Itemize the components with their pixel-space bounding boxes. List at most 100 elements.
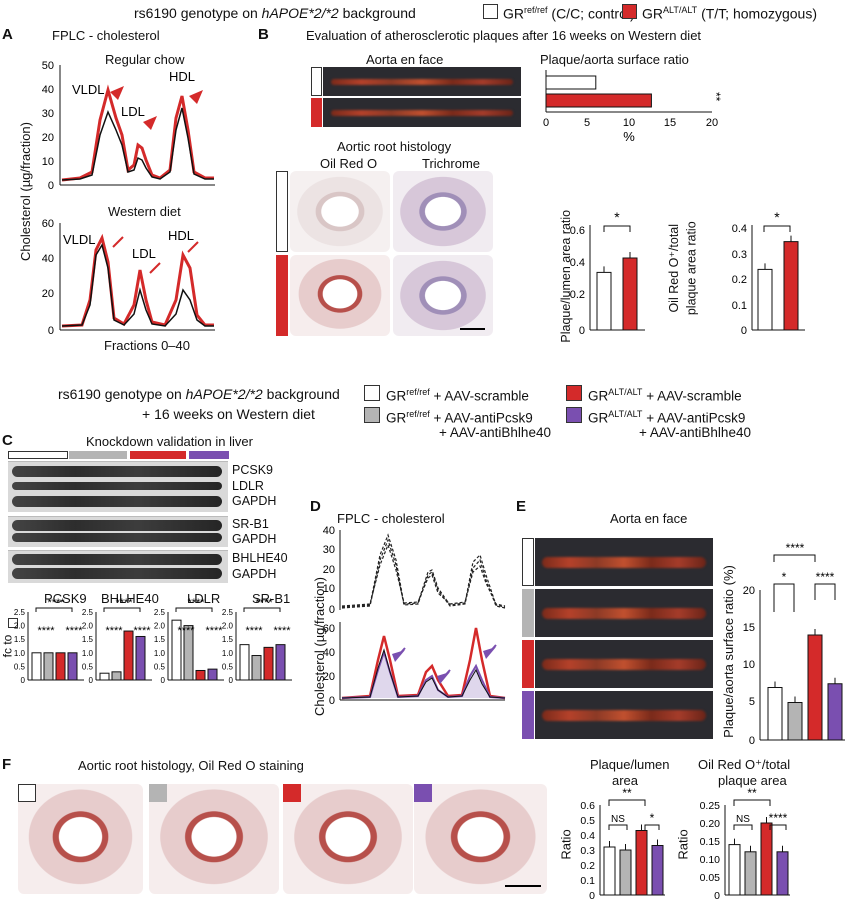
panel-b-bar1-bar-0 <box>596 271 612 331</box>
svg-text:0: 0 <box>48 180 54 192</box>
svg-text:0: 0 <box>329 695 335 707</box>
svg-text:0.2: 0.2 <box>580 860 595 872</box>
panel-f-bar1-sig-1: ** <box>622 786 632 800</box>
panel-c-ytick: 0.5 <box>14 662 26 671</box>
panel-e-ylabel: Plaque/aorta surface ratio (%) <box>720 565 736 738</box>
panel-c-bar-3-3 <box>275 644 286 681</box>
svg-text:0.1: 0.1 <box>580 875 595 887</box>
panel-f-bar2-bar-2 <box>760 822 773 896</box>
mid-legend-label-4: GRALT/ALT + AAV-antiPcsk9 <box>588 409 746 426</box>
panel-a-sub2: Western diet <box>108 204 181 219</box>
panel-c-ytick: 2.0 <box>82 622 94 631</box>
panel-a-curve-black-bottom <box>61 243 214 327</box>
panel-c-lane-red <box>130 451 186 459</box>
panel-c-blot-label-4: SR-B1 <box>232 517 269 531</box>
panel-e-bar-0 <box>767 687 783 741</box>
panel-f-swatch-3 <box>283 784 301 802</box>
panel-b-bar1-bar-1 <box>622 257 638 331</box>
svg-text:0.3: 0.3 <box>580 845 595 857</box>
panel-d-ylabel: Cholesterol (µg/fraction) <box>312 577 327 716</box>
svg-text:20: 20 <box>42 288 54 300</box>
panel-b-bar2-sig: * <box>774 209 780 225</box>
panel-c-ytick: 0 <box>21 676 26 685</box>
panel-b-bar2-ylabel1: Oil Red O⁺/total <box>667 223 682 313</box>
panel-c-gene-2: BHLHE40 <box>101 591 159 606</box>
panel-a-arrow5 <box>149 262 161 274</box>
mid-legend-swatch-3 <box>566 385 582 401</box>
panel-a-arrow3 <box>189 90 203 104</box>
panel-e-img-1 <box>535 538 713 586</box>
panel-e-bar-2 <box>807 634 823 741</box>
panel-f-bar1-sig-3: * <box>650 811 655 825</box>
panel-f-bar2-sig-2: NS <box>736 814 750 825</box>
panel-b-oro-title: Oil Red O <box>320 156 378 171</box>
panel-c-bar-2-2 <box>195 669 206 681</box>
panel-d-letter: D <box>310 498 321 515</box>
panel-c-blot-label-1: PCSK9 <box>232 463 273 477</box>
panel-a-arrow6 <box>187 241 199 253</box>
svg-text:10: 10 <box>623 117 635 129</box>
panel-a-title: FPLC - cholesterol <box>52 28 160 43</box>
svg-text:0: 0 <box>589 890 595 900</box>
panel-b-letter: B <box>258 26 269 43</box>
panel-b-title: Evaluation of atherosclerotic plaques af… <box>306 28 702 43</box>
panel-c-sig2-3: **** <box>245 625 263 637</box>
panel-e-sig-1: **** <box>786 541 805 555</box>
panel-e-img-2 <box>535 589 713 637</box>
panel-f-bar2-bar-3 <box>776 851 789 896</box>
panel-d-arrow1 <box>392 650 405 662</box>
panel-b-img-cover-fix <box>18 784 36 802</box>
svg-text:0.4: 0.4 <box>732 223 747 235</box>
panel-c-sig2-2: **** <box>177 625 195 637</box>
svg-text:40: 40 <box>42 84 54 96</box>
panel-a-arrow1 <box>110 86 124 100</box>
panel-f-bar1-title1: Plaque/lumen <box>590 757 670 772</box>
panel-a-ylabel: Cholesterol (µg/fraction) <box>18 122 33 261</box>
panel-f-bar1-bar-1 <box>619 849 632 896</box>
svg-text:0: 0 <box>329 604 335 616</box>
panel-c-bar-3-1 <box>251 655 262 681</box>
legend-label-control: GRref/ref (C/C; control) <box>503 5 635 22</box>
panel-f-bar1-ylabel: Ratio <box>558 829 574 860</box>
panel-c-blot-label-3: GAPDH <box>232 494 277 508</box>
mid-legend-label-2b: + AAV-antiBhlhe40 <box>439 425 551 440</box>
svg-text:20: 20 <box>706 117 718 129</box>
svg-text:5: 5 <box>749 696 755 708</box>
panel-f-swatch-2 <box>149 784 167 802</box>
panel-b-bar2-ylabel2: plaque area ratio <box>684 221 699 316</box>
svg-text:0.6: 0.6 <box>580 800 595 812</box>
panel-c-ytick: 1.0 <box>82 649 94 658</box>
panel-b-ratio-sig: ** <box>709 92 723 102</box>
panel-c-sig3-1: **** <box>133 625 151 637</box>
mid-legend-label-3: GRALT/ALT + AAV-scramble <box>588 387 742 404</box>
panel-a-yticks-top: 50 40 30 20 10 0 <box>42 60 54 192</box>
panel-a-vldl1: VLDL <box>72 82 105 97</box>
panel-a-ldl2: LDL <box>132 246 156 261</box>
panel-e-img-3 <box>535 640 713 688</box>
svg-text:0.3: 0.3 <box>732 249 747 261</box>
panel-b-histo-title: Aortic root histology <box>337 139 452 154</box>
panel-c-ytick: 2.0 <box>222 622 234 631</box>
panel-c-bar-1-3 <box>135 635 146 681</box>
panel-c-lane-ctrl <box>8 451 68 459</box>
mid-legend-swatch-2 <box>364 407 380 423</box>
panel-b-histo-tri-ctrl <box>393 171 493 252</box>
svg-text:0: 0 <box>543 117 549 129</box>
panel-c-bar-3-0 <box>239 644 250 681</box>
panel-b-ratio-bar-0 <box>545 75 597 90</box>
svg-text:0.2: 0.2 <box>732 274 747 286</box>
panel-c-ytick: 0.5 <box>82 662 94 671</box>
panel-c-bar-2-1 <box>183 625 194 681</box>
panel-b-tri-title: Trichrome <box>422 156 481 171</box>
svg-text:0.05: 0.05 <box>700 872 721 884</box>
panel-c-ylabel: fc to <box>0 634 15 658</box>
panel-a-yticks-bottom: 60 40 20 0 <box>42 218 54 337</box>
svg-text:20: 20 <box>42 132 54 144</box>
panel-c-ytick: 1.5 <box>222 635 234 644</box>
panel-c-ytick: 1.0 <box>222 649 234 658</box>
svg-text:0: 0 <box>48 325 54 337</box>
panel-a-ldl1: LDL <box>121 104 145 119</box>
panel-e-swatch-1 <box>522 538 534 586</box>
panel-c-title: Knockdown validation in liver <box>86 434 253 449</box>
panel-b-enface-title: Aorta en face <box>366 52 444 67</box>
